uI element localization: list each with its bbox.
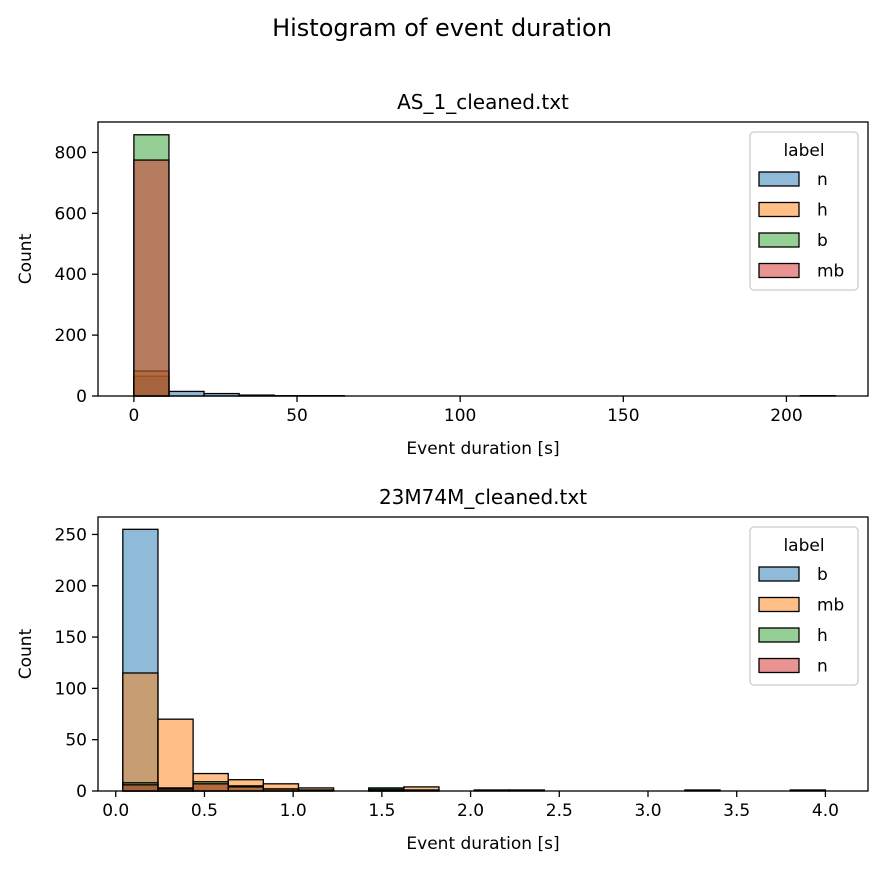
legend-swatch-h [758, 627, 800, 643]
legend-swatch-n [758, 171, 800, 187]
chart-title: 23M74M_cleaned.txt [379, 485, 587, 509]
x-tick-label: 3.0 [634, 801, 661, 821]
series-mb [133, 159, 170, 397]
x-tick-label: 0 [128, 406, 139, 426]
x-tick-label: 3.5 [723, 801, 750, 821]
x-tick-label: 1.5 [368, 801, 395, 821]
legend-swatch-mb [758, 262, 800, 279]
x-tick-label: 4.0 [812, 801, 839, 821]
legend-label-b: b [817, 231, 828, 251]
y-tick-label: 600 [55, 204, 87, 224]
y-tick-label: 100 [55, 679, 87, 699]
legend: label b mb hn [749, 526, 859, 686]
y-tick-label: 200 [55, 577, 87, 597]
series-n [133, 375, 837, 397]
legend-label-n: n [817, 657, 828, 677]
y-tick-label: 250 [55, 525, 87, 545]
axes-frame [97, 121, 869, 397]
legend-label-b: b [817, 565, 828, 585]
bar-mb-bin-0 [122, 672, 159, 792]
bar-n-bin-0 [122, 784, 159, 792]
legend-swatch-mb [758, 596, 800, 613]
bar-mb-bin-1 [157, 718, 194, 792]
legend-label-n: n [817, 170, 828, 190]
y-tick-label: 200 [55, 326, 87, 346]
bar-mb-bin-0 [133, 159, 170, 397]
x-tick-label: 2.5 [546, 801, 573, 821]
legend-title: label [783, 536, 824, 556]
chart-panel-2: 0.0 0.5 1.0 1.5 2.0 2.5 3.0 3.5 4.0 0 50 100 150 200 2… [16, 485, 869, 854]
y-tick-label: 800 [55, 143, 87, 163]
legend: label nhb mb [749, 131, 859, 291]
legend-title: label [783, 141, 824, 161]
legend-swatch-h [758, 201, 800, 218]
x-tick-label: 2.0 [457, 801, 484, 821]
y-tick-label: 0 [76, 387, 87, 407]
bar-n-bin-1 [168, 390, 205, 397]
y-tick-label: 150 [55, 628, 87, 648]
series-mb [122, 672, 827, 792]
x-tick-label: 0.0 [102, 801, 129, 821]
legend-label-mb: mb [817, 596, 844, 616]
axes-frame [97, 516, 869, 792]
legend-label-h: h [817, 626, 828, 646]
bar-n-bin-2 [192, 783, 229, 792]
legend-label-mb: mb [817, 262, 844, 282]
x-tick-label: 0.5 [191, 801, 218, 821]
y-tick-label: 400 [55, 265, 87, 285]
x-axis-label: Event duration [s] [406, 834, 559, 854]
legend-swatch-n [758, 657, 800, 674]
x-tick-label: 150 [607, 406, 639, 426]
x-axis-label: Event duration [s] [406, 439, 559, 459]
chart-title: AS_1_cleaned.txt [397, 90, 569, 114]
chart-panel-1: 0 50 100 150 200 0 200 400 600 800 AS_1_cleaned.tx… [16, 90, 869, 459]
legend-swatch-b [758, 566, 800, 582]
y-axis-label: Count [16, 233, 36, 284]
x-tick-label: 200 [770, 406, 802, 426]
x-tick-label: 1.0 [280, 801, 307, 821]
legend-label-h: h [817, 201, 828, 221]
y-axis-label: Count [16, 628, 36, 679]
figure-title: Histogram of event duration [272, 14, 612, 42]
y-tick-label: 0 [76, 782, 87, 802]
x-tick-label: 50 [286, 406, 308, 426]
legend-swatch-b [758, 232, 800, 248]
y-tick-label: 50 [65, 731, 87, 751]
x-tick-label: 100 [444, 406, 476, 426]
